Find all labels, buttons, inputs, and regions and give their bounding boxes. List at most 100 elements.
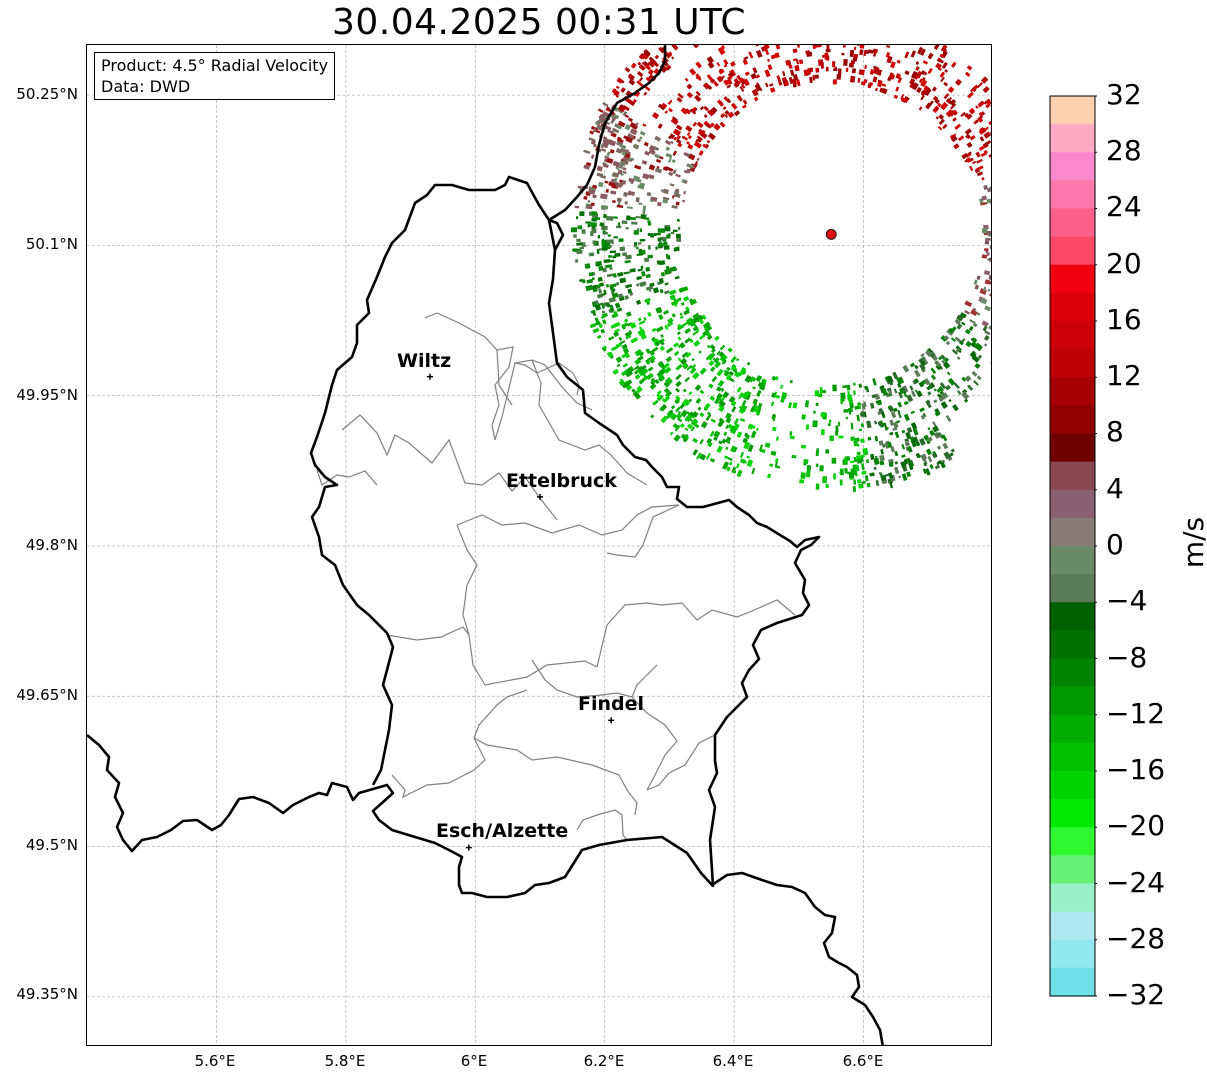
radar-pixel [988,153,991,158]
radar-pixel [931,452,938,459]
radar-pixel [853,479,857,485]
radar-pixel [859,45,865,49]
radar-pixel [929,464,934,470]
radar-pixel [707,109,714,116]
radar-pixel [679,343,686,349]
radar-pixel [981,76,989,84]
radar-pixel [911,82,919,91]
radar-pixel [897,412,902,419]
radar-pixel [873,65,878,70]
radar-pixel [719,121,726,128]
radar-pixel [703,114,708,118]
radar-pixel [703,105,709,112]
radar-pixel [827,423,831,426]
radar-pixel [640,265,644,269]
radar-pixel [736,431,743,438]
radar-pixel [723,59,729,66]
radar-pixel [904,438,910,443]
radar-pixel [696,121,704,129]
radar-pixel [601,310,606,314]
radar-pixel [638,64,646,71]
radar-pixel [644,217,650,220]
radar-pixel [692,330,699,336]
radar-pixel [692,45,700,48]
map-area[interactable] [86,44,992,1046]
radar-pixel [739,392,746,398]
radar-pixel [807,51,813,57]
radar-pixel [838,435,844,439]
gridlines [87,45,991,1045]
radar-pixel [633,365,640,371]
radar-pixel [877,80,883,88]
radar-pixel [890,61,896,69]
radar-pixel [609,250,617,254]
radar-pixel [864,65,867,70]
radar-pixel [709,122,715,128]
radar-pixel [629,128,638,136]
radar-pixel [803,458,809,464]
radar-pixel [699,367,707,375]
radar-pixel [935,62,942,70]
radar-pixel [730,445,737,453]
radar-pixel [641,369,647,375]
radar-pixel [953,143,960,150]
radar-pixel [684,376,690,383]
radar-pixel [712,357,717,362]
radar-pixel [815,450,819,457]
radar-pixel [598,288,602,294]
radar-pixel [623,318,629,323]
radar-pixel [594,304,602,311]
lat-tick-label: 50.1°N [25,235,78,253]
radar-pixel [673,342,679,348]
radar-pixel [753,405,760,413]
radar-pixel [585,221,592,224]
colorbar-tick-label: 0 [1106,528,1124,561]
radar-pixel [626,133,635,140]
radar-pixel [656,371,662,377]
radar-pixel [602,136,608,141]
radar-pixel [755,74,761,79]
radar-pixel [984,240,990,245]
radar-pixel [812,45,816,49]
radar-pixel [625,334,632,340]
radar-pixel [642,53,649,60]
radar-pixel [961,152,969,160]
radar-pixel [576,238,581,243]
radar-pixel [950,448,955,453]
radar-pixel [850,422,854,430]
radar-pixel [925,349,933,358]
radar-pixel [622,252,628,257]
radar-pixel [702,82,709,88]
radar-pixel [951,109,958,116]
radar-pixel [645,356,652,363]
radar-pixel [752,67,758,74]
radar-pixel [950,135,958,143]
radar-pixel [976,171,984,177]
radar-pixel [655,246,658,250]
radar-pixel [664,165,672,171]
radar-pixel [901,454,906,458]
radar-pixel [940,354,946,360]
radar-pixel [601,312,608,318]
radar-pixel [668,107,673,113]
radar-pixel [934,98,941,105]
colorbar-tick-label: 28 [1106,134,1142,167]
colorbar-tick-label: 12 [1106,359,1142,392]
radar-pixel [602,163,609,169]
radar-pixel [853,53,859,59]
radar-pixel [720,112,726,119]
radar-pixel [605,264,613,269]
radar-pixel [619,277,627,284]
radar-pixel [910,50,917,58]
radar-pixel [596,172,604,178]
radar-pixel [991,265,992,270]
radar-pixel [646,191,652,197]
colorbar-segment [1050,714,1095,744]
radar-pixel [668,319,674,326]
radar-pixel [944,69,949,73]
radar-pixel [980,201,988,206]
radar-pixel [815,463,819,468]
radar-pixel [684,180,688,184]
radar-pixel [984,126,989,131]
radar-pixel [692,371,700,380]
